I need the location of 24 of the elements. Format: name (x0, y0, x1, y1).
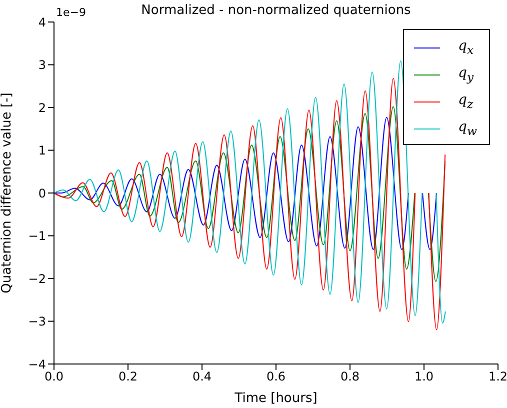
legend-label: q$_{w}$ (458, 119, 477, 138)
chart-title: Normalized - non-normalized quaternions (141, 3, 411, 18)
x-tick-label: 0.4 (192, 370, 212, 384)
legend-label: q$_{z}$ (458, 92, 474, 111)
x-axis-title: Time [hours] (234, 391, 318, 406)
legend-label: q$_{x}$ (458, 38, 474, 57)
y-axis-title: Quaternion difference value [-] (0, 92, 15, 294)
y-tick-label: −3 (28, 314, 46, 329)
x-tick-label: 0.0 (44, 370, 64, 384)
y-tick-label: 1 (38, 144, 46, 158)
y-tick-label: −4 (28, 357, 46, 372)
y-tick-label: 3 (38, 58, 46, 72)
x-tick-label: 0.8 (340, 370, 360, 384)
text: 1e−9 (56, 6, 86, 19)
y-tick-label: 0 (38, 186, 46, 200)
y-tick-label: −1 (28, 229, 46, 244)
legend-label: q$_{y}$ (458, 65, 474, 84)
x-tick-label: 1.2 (488, 370, 507, 384)
x-tick-label: 0.2 (118, 370, 138, 384)
y-tick-label: 4 (38, 15, 46, 30)
x-tick-label: 1.0 (414, 370, 434, 384)
x-tick-label: 0.6 (266, 370, 286, 384)
y-tick-label: −2 (28, 272, 46, 286)
y-tick-label: 2 (38, 100, 46, 115)
